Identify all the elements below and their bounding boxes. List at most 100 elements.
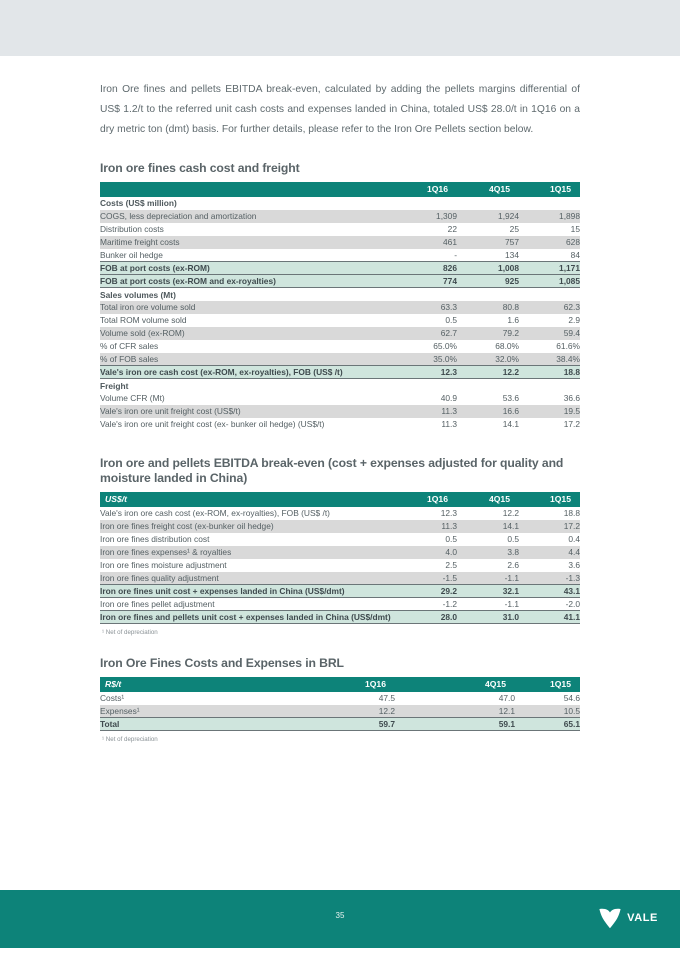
row-value: 32.1 (457, 584, 519, 599)
table-row: Freight (100, 378, 580, 392)
row-value: 1,171 (519, 261, 580, 276)
table-row: Costs¹ 47.5 47.0 54.6 (100, 691, 580, 705)
table2-col-1q15: 1Q15 (549, 494, 571, 505)
intro-paragraph: Iron Ore fines and pellets EBITDA break-… (100, 84, 580, 135)
page-content: Iron Ore fines and pellets EBITDA break-… (100, 80, 580, 743)
row-label: Bunker oil hedge (100, 250, 163, 261)
row-label: Costs¹ (100, 693, 125, 704)
row-value: 17.2 (563, 419, 580, 430)
row-value: 12.3 (440, 508, 457, 519)
table2-body: Vale's iron ore cash cost (ex-ROM, ex-ro… (100, 506, 580, 625)
row-label: Volume CFR (Mt) (100, 393, 165, 404)
row-value: -2.0 (565, 599, 580, 610)
table-row: Iron ore fines unit cost + expenses land… (100, 584, 580, 599)
row-value: 14.1 (502, 419, 519, 430)
table-row: Iron ore fines pellet adjustment -1.2 -1.1… (100, 597, 580, 611)
vale-logo: VALE (597, 905, 658, 931)
row-label: Volume sold (ex-ROM) (100, 328, 185, 339)
table-row: Vale's iron ore cash cost (ex-ROM, ex-ro… (100, 365, 580, 380)
table1-header-row: 1Q16 4Q15 1Q15 (100, 181, 580, 197)
row-value: 84 (570, 250, 580, 261)
row-value: 35.0% (433, 354, 457, 365)
row-value: 15 (570, 224, 580, 235)
table-row: Maritime freight costs 461 757 628 (100, 235, 580, 249)
row-value: 31.0 (457, 610, 519, 625)
row-value: 2.6 (507, 560, 519, 571)
row-value: 3.6 (568, 560, 580, 571)
row-value: 2.9 (568, 315, 580, 326)
row-value: 63.3 (440, 302, 457, 313)
row-value: 65.0% (433, 341, 457, 352)
table2-footnote: ¹ Net of depreciation (102, 629, 158, 637)
row-label: Expenses¹ (100, 706, 140, 717)
row-label: % of FOB sales (100, 354, 159, 365)
row-value: 47.0 (498, 693, 515, 704)
table2-heading: Iron ore and pellets EBITDA break-even (… (100, 455, 564, 486)
row-value: 19.5 (563, 406, 580, 417)
row-value (395, 288, 457, 301)
table2-header-row: US$/t 1Q16 4Q15 1Q15 (100, 491, 580, 507)
row-value: 0.5 (507, 534, 519, 545)
row-value: 4.4 (568, 547, 580, 558)
row-label: FOB at port costs (ex-ROM and ex-royalti… (100, 274, 395, 289)
row-value (457, 379, 519, 392)
row-label: Maritime freight costs (100, 237, 180, 248)
vale-logo-text: VALE (627, 912, 658, 924)
row-value: 826 (395, 261, 457, 276)
row-value: 14.1 (502, 521, 519, 532)
row-value: 2.5 (445, 560, 457, 571)
table3-col-unit: R$/t (105, 679, 122, 690)
table-row: Total ROM volume sold 0.5 1.6 2.9 (100, 313, 580, 327)
page-top-band (0, 0, 680, 56)
row-value: -1.5 (442, 573, 457, 584)
section-iron-ore-fines-cash-cost: Iron ore fines cash cost and freight 1Q1… (100, 161, 580, 431)
row-label: Sales volumes (Mt) (100, 289, 176, 300)
row-label: Freight (100, 380, 129, 391)
table3-col-1q16: 1Q16 (364, 679, 386, 690)
row-value: 32.0% (495, 354, 519, 365)
row-label: Total iron ore volume sold (100, 302, 196, 313)
row-value: 29.2 (395, 584, 457, 599)
row-value: - (454, 250, 457, 261)
table1-heading: Iron ore fines cash cost and freight (100, 161, 300, 176)
row-label: Total ROM volume sold (100, 315, 187, 326)
table-row: Iron ore fines moisture adjustment 2.5 2.6… (100, 558, 580, 572)
row-value: 134 (505, 250, 519, 261)
row-value: 0.5 (445, 315, 457, 326)
table-row: Iron ore fines distribution cost 0.5 0.5 0.… (100, 532, 580, 546)
row-label: Distribution costs (100, 224, 164, 235)
row-value: 12.1 (498, 706, 515, 717)
row-value: 12.3 (395, 365, 457, 380)
table1-col-4q15: 4Q15 (488, 184, 510, 195)
row-label: Iron ore fines pellet adjustment (100, 599, 215, 610)
row-label: Vale's iron ore unit freight cost (US$/t… (100, 406, 241, 417)
section-costs-expenses-brl: Iron Ore Fines Costs and Expenses in BRL… (100, 656, 580, 743)
row-value: -1.1 (504, 573, 519, 584)
table-costs-expenses-brl: R$/t 1Q16 4Q15 1Q15 Costs¹ 47.5 47.0 54.6 Ex… (100, 676, 580, 732)
table-row: Volume CFR (Mt) 40.9 53.6 36.6 (100, 391, 580, 405)
row-value: 11.3 (441, 406, 457, 417)
table3-col-1q15: 1Q15 (549, 679, 571, 690)
row-value: 628 (566, 237, 580, 248)
table3-body: Costs¹ 47.5 47.0 54.6 Expenses¹ 12.2 12.1 10.5 T… (100, 691, 580, 732)
table2-col-1q16: 1Q16 (426, 494, 448, 505)
row-label: % of CFR sales (100, 341, 159, 352)
row-value (519, 197, 580, 210)
row-value: 757 (505, 237, 519, 248)
row-value (457, 197, 519, 210)
row-value: 61.6% (556, 341, 580, 352)
table-row: % of CFR sales 65.0% 68.0% 61.6% (100, 339, 580, 353)
row-value: 79.2 (502, 328, 519, 339)
row-value: 22 (447, 224, 457, 235)
row-value: 12.2 (502, 508, 519, 519)
row-label: Vale's iron ore cash cost (ex-ROM, ex-ro… (100, 508, 330, 519)
table1-col-label (100, 182, 395, 197)
row-value: 43.1 (519, 584, 580, 599)
row-value (395, 379, 457, 392)
row-label: Vale's iron ore cash cost (ex-ROM, ex-ro… (100, 365, 395, 380)
row-value: 53.6 (502, 393, 519, 404)
table3-col-4q15: 4Q15 (484, 679, 506, 690)
row-value (519, 379, 580, 392)
vale-chevron-icon (599, 908, 621, 929)
table-row: % of FOB sales 35.0% 32.0% 38.4% (100, 352, 580, 366)
